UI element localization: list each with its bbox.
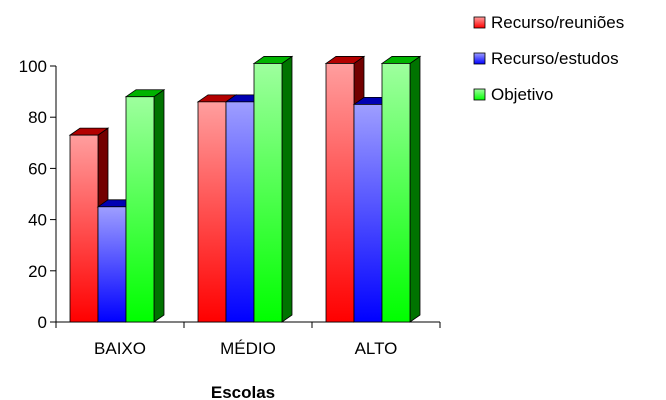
bar: [252, 55, 294, 323]
x-category-label: MÉDIO: [220, 339, 276, 358]
y-ticks: 0 20 40 60 80 100: [19, 57, 56, 332]
legend-label: Recurso/estudos: [491, 49, 619, 68]
legend-swatch: [473, 16, 486, 29]
legend-item: Objetivo: [473, 85, 553, 104]
legend-item: Recurso/estudos: [473, 49, 619, 68]
y-tick-label: 20: [28, 262, 47, 281]
legend: Recurso/reuniões Recurso/estudos Objetivo: [473, 13, 624, 104]
x-axis-title: Escolas: [211, 383, 275, 400]
x-categories: BAIXO MÉDIO ALTO: [55, 322, 441, 358]
y-tick-label: 0: [38, 313, 47, 332]
legend-swatch: [473, 52, 486, 65]
y-tick-label: 100: [19, 57, 47, 76]
bar: [124, 88, 166, 323]
legend-item: Recurso/reuniões: [473, 13, 624, 32]
y-tick-label: 80: [28, 108, 47, 127]
x-category-label: BAIXO: [94, 339, 146, 358]
y-tick-label: 40: [28, 211, 47, 230]
legend-label: Objetivo: [491, 85, 553, 104]
bars: [68, 55, 422, 323]
y-tick-label: 60: [28, 159, 47, 178]
x-category-label: ALTO: [355, 339, 398, 358]
legend-label: Recurso/reuniões: [491, 13, 624, 32]
bar: [380, 55, 422, 323]
legend-swatch: [473, 88, 486, 101]
